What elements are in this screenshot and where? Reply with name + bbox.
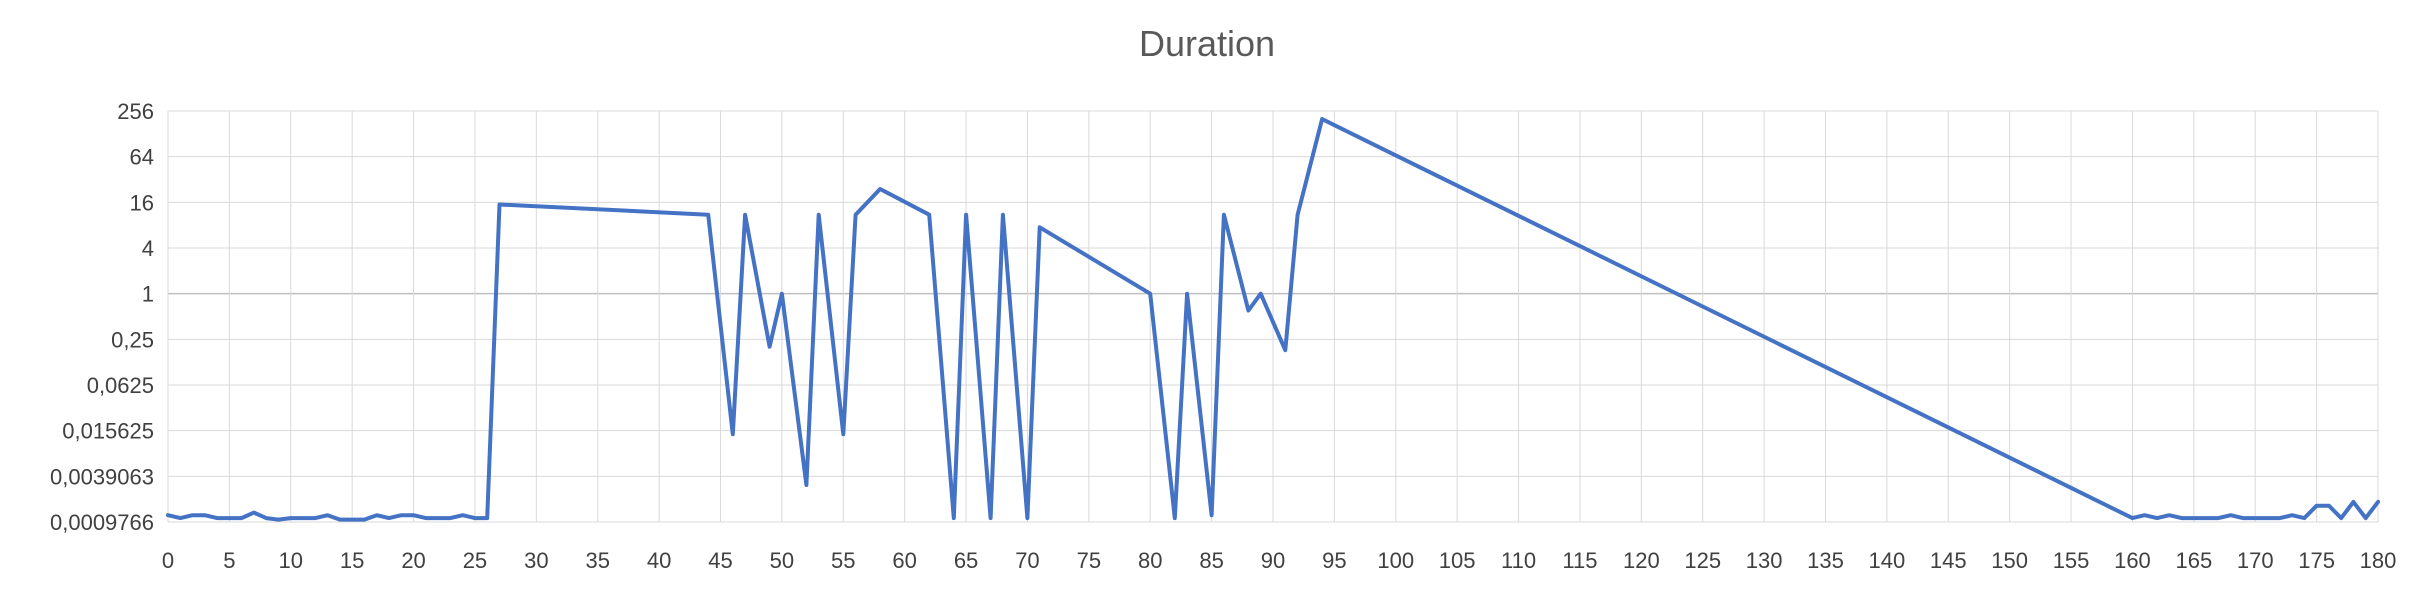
x-tick-label: 10 xyxy=(279,548,303,573)
x-tick-label: 145 xyxy=(1930,548,1967,573)
x-tick-label: 25 xyxy=(463,548,487,573)
x-tick-label: 40 xyxy=(647,548,671,573)
y-tick-label: 4 xyxy=(142,236,154,261)
series-group xyxy=(166,117,2380,522)
x-tick-label: 15 xyxy=(340,548,364,573)
x-tick-label: 135 xyxy=(1807,548,1844,573)
y-axis-tick-labels: 0,0009766 0,0039063 0,015625 0,0625 0,25 1 4 16… xyxy=(50,99,154,535)
x-tick-label: 70 xyxy=(1015,548,1039,573)
x-tick-label: 5 xyxy=(223,548,235,573)
x-tick-label: 75 xyxy=(1077,548,1101,573)
x-tick-label: 105 xyxy=(1439,548,1476,573)
x-tick-label: 30 xyxy=(524,548,548,573)
x-tick-label: 110 xyxy=(1501,548,1536,573)
x-tick-label: 80 xyxy=(1138,548,1162,573)
x-tick-label: 155 xyxy=(2053,548,2090,573)
y-tick-label: 0,25 xyxy=(111,327,154,352)
y-tick-label: 0,015625 xyxy=(62,419,154,444)
y-tick-label: 16 xyxy=(130,190,154,215)
x-tick-label: 120 xyxy=(1623,548,1660,573)
x-tick-label: 65 xyxy=(954,548,978,573)
x-tick-label: 95 xyxy=(1322,548,1346,573)
y-tick-label: 64 xyxy=(130,145,154,170)
x-tick-label: 60 xyxy=(892,548,916,573)
x-tick-label: 140 xyxy=(1869,548,1906,573)
x-tick-label: 150 xyxy=(1991,548,2028,573)
x-tick-label: 0 xyxy=(162,548,174,573)
x-tick-label: 45 xyxy=(708,548,732,573)
y-tick-label: 0,0009766 xyxy=(50,510,154,535)
x-tick-label: 170 xyxy=(2237,548,2274,573)
x-tick-label: 165 xyxy=(2175,548,2212,573)
series-line xyxy=(166,117,2380,522)
x-tick-label: 175 xyxy=(2298,548,2335,573)
x-tick-label: 85 xyxy=(1199,548,1223,573)
y-tick-label: 0,0039063 xyxy=(50,464,154,489)
x-tick-label: 125 xyxy=(1684,548,1721,573)
y-tick-label: 256 xyxy=(117,99,154,124)
x-tick-label: 50 xyxy=(770,548,794,573)
x-tick-label: 180 xyxy=(2360,548,2397,573)
x-tick-label: 130 xyxy=(1746,548,1783,573)
x-tick-label: 55 xyxy=(831,548,855,573)
x-tick-label: 160 xyxy=(2114,548,2151,573)
y-tick-label: 1 xyxy=(142,282,154,307)
x-tick-label: 100 xyxy=(1377,548,1414,573)
x-tick-label: 115 xyxy=(1562,548,1597,573)
x-tick-label: 35 xyxy=(585,548,609,573)
grid-lines xyxy=(167,110,2379,523)
x-tick-label: 90 xyxy=(1261,548,1285,573)
y-tick-label: 0,0625 xyxy=(87,373,154,398)
x-tick-label: 20 xyxy=(401,548,425,573)
chart-title: Duration xyxy=(1139,23,1275,64)
x-axis-tick-labels: 0 5 10 15 20 25 30 35 40 45 50 55 60 65 70 75 80 85 90 95 10… xyxy=(162,548,2396,573)
